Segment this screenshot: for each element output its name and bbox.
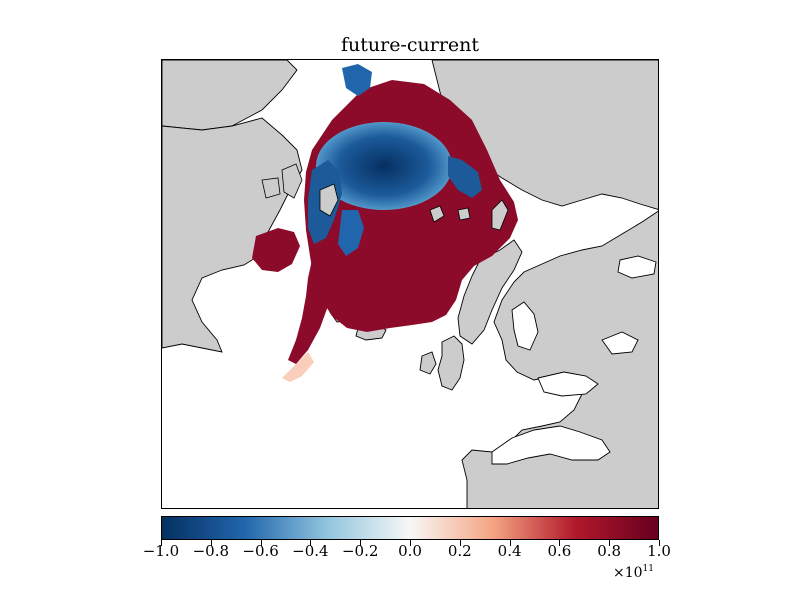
colorbar-tick-label: 0.0 xyxy=(398,542,422,560)
map-svg xyxy=(162,60,658,508)
weak-positive-halo xyxy=(282,352,314,382)
colorbar-tick xyxy=(659,540,660,546)
difference-field xyxy=(252,64,518,382)
negative-baffin xyxy=(338,210,364,256)
colorbar-tick-label: 0.4 xyxy=(497,542,522,560)
colorbar-tick xyxy=(360,540,362,546)
island-svalbard xyxy=(429,205,445,223)
colorbar-tick-label: 1.0 xyxy=(647,542,671,560)
sea-mediterranean xyxy=(491,425,611,465)
negative-siberian-edge xyxy=(448,156,482,198)
land-north-america xyxy=(162,60,298,131)
island-ellesmere xyxy=(319,183,339,217)
colorbar-tick-label: 0.2 xyxy=(447,542,472,560)
colorbar-tick-label: 0.6 xyxy=(547,542,572,560)
positive-hudson xyxy=(252,228,300,272)
multiplier-base: ×10 xyxy=(613,565,643,581)
colorbar-tick xyxy=(509,540,511,546)
island-baffin xyxy=(281,163,303,199)
colorbar-tick-label: −0.8 xyxy=(192,542,230,560)
colorbar-tick xyxy=(161,540,162,546)
island-novaya-zemlya xyxy=(491,199,509,231)
colorbar-tick-label: −1.0 xyxy=(142,542,180,560)
colorbar-tick xyxy=(310,540,312,546)
colorbar-tick xyxy=(459,540,461,546)
land-canada xyxy=(162,117,303,353)
island-victoria xyxy=(261,177,281,199)
colorbar-tick xyxy=(559,540,561,546)
land-ireland xyxy=(419,351,437,375)
land-british-isles xyxy=(437,335,465,391)
colorbar-tick-label: −0.4 xyxy=(292,542,329,560)
colorbar-tick xyxy=(410,540,411,546)
island-franz-josef xyxy=(457,207,471,221)
colorbar-tick xyxy=(210,540,212,546)
colorbar-tick xyxy=(609,540,611,546)
sea-baltic xyxy=(511,301,539,351)
land-scandinavia xyxy=(457,239,523,345)
sea-black xyxy=(537,371,599,397)
colorbar-tick-label: −0.2 xyxy=(341,542,379,560)
colorbar-tick xyxy=(260,540,262,546)
colorbar xyxy=(161,516,659,540)
negative-ice-core xyxy=(316,122,452,210)
sea-white-sea xyxy=(601,331,639,355)
colorbar-multiplier: ×1011 xyxy=(613,564,654,581)
negative-kara xyxy=(342,64,372,96)
arctic-difference-map xyxy=(161,59,659,509)
positive-tongue-west xyxy=(288,254,334,364)
arctic-islands xyxy=(261,163,509,231)
colorbar-tick-label: 0.8 xyxy=(597,542,622,560)
positive-tongue-east xyxy=(416,220,452,304)
sea-caspian xyxy=(617,255,657,279)
map-title: future-current xyxy=(340,34,480,56)
colorbar-tick-label: −0.6 xyxy=(242,542,279,560)
multiplier-exponent: 11 xyxy=(642,564,654,574)
